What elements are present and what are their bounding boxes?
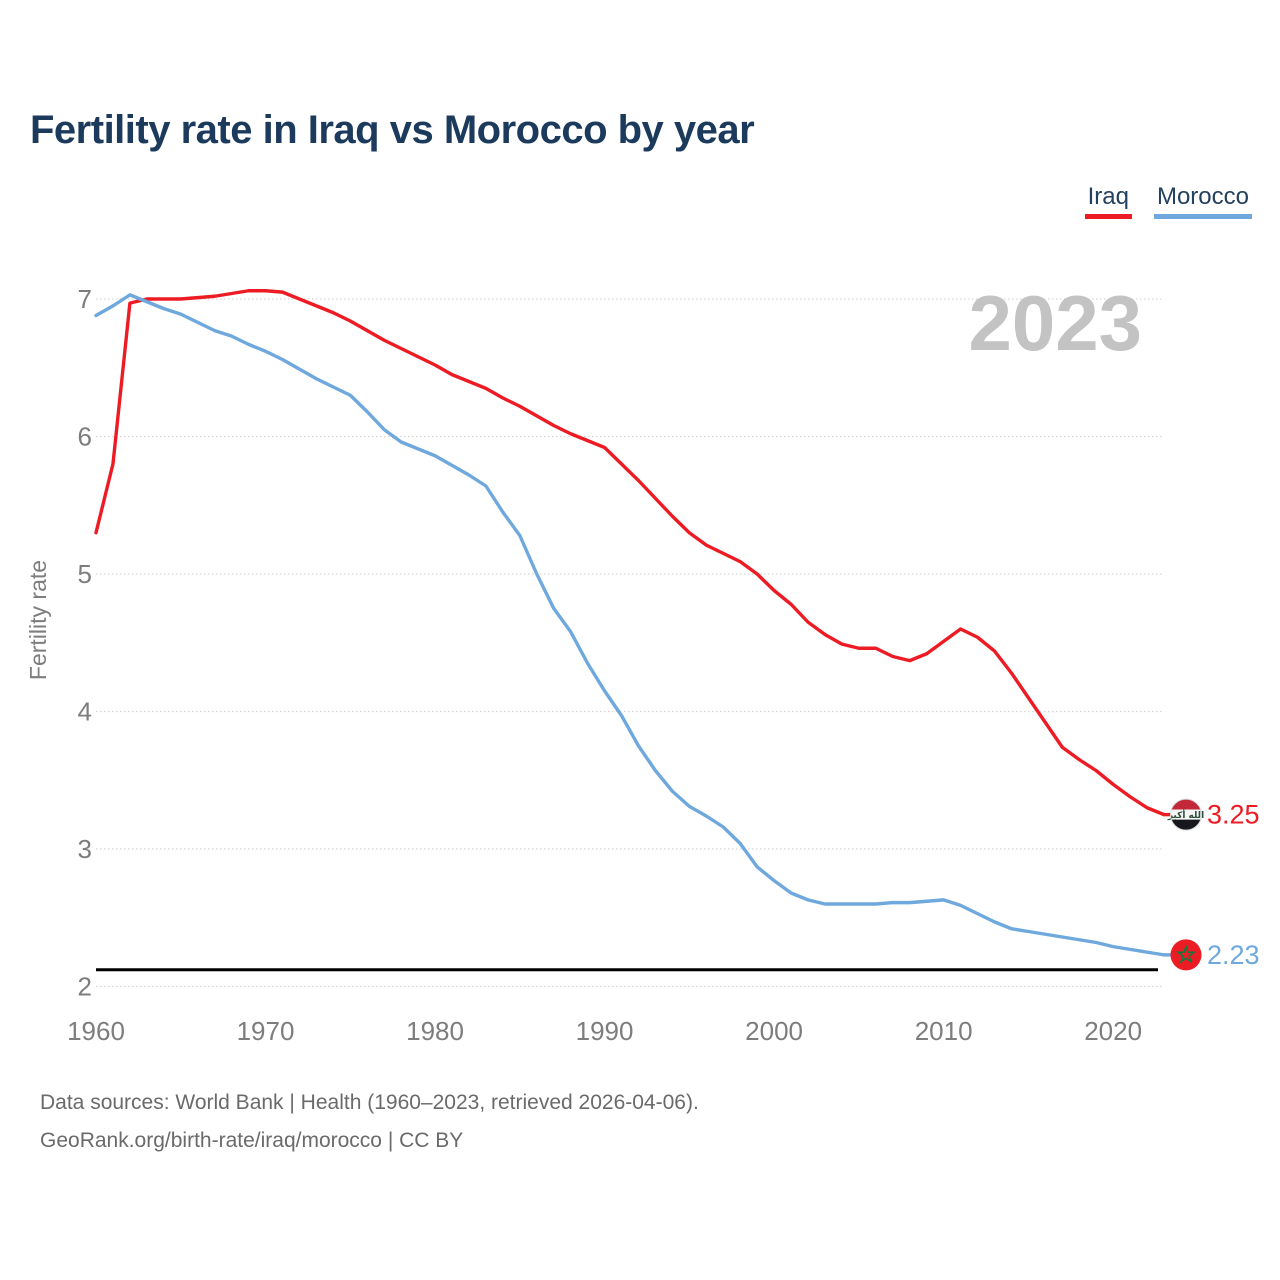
y-tick-label: 4	[78, 697, 92, 727]
chart-legend: Iraq Morocco	[1084, 183, 1252, 220]
legend-item-morocco[interactable]: Morocco	[1153, 183, 1252, 220]
x-tick-label: 2020	[1084, 1016, 1142, 1046]
attribution-text: GeoRank.org/birth-rate/iraq/morocco | CC…	[40, 1129, 464, 1152]
y-axis-title: Fertility rate	[25, 560, 51, 680]
x-tick-label: 2010	[915, 1016, 973, 1046]
y-tick-label: 3	[78, 834, 92, 864]
chart-footer: Data sources: World Bank | Health (1960–…	[40, 1084, 699, 1160]
morocco-line[interactable]	[94, 293, 1166, 957]
svg-text:الله أكبر: الله أكبر	[1167, 809, 1204, 821]
chart-title: Fertility rate in Iraq vs Morocco by yea…	[30, 108, 755, 152]
iraq-line[interactable]	[94, 289, 1166, 817]
morocco-flag-icon	[1170, 939, 1202, 971]
legend-item-iraq[interactable]: Iraq	[1084, 183, 1132, 220]
watermark-year: 2023	[968, 279, 1142, 367]
y-tick-label: 5	[78, 559, 92, 589]
x-tick-label: 1990	[576, 1016, 634, 1046]
x-tick-label: 1970	[237, 1016, 295, 1046]
y-tick-label: 2	[78, 972, 92, 1002]
morocco-end-value: 2.23	[1207, 940, 1260, 970]
data-sources-text: Data sources: World Bank | Health (1960–…	[40, 1091, 699, 1114]
legend-label-morocco: Morocco	[1156, 183, 1249, 210]
x-tick-label: 1980	[406, 1016, 464, 1046]
x-tick-label: 1960	[67, 1016, 125, 1046]
y-tick-label: 7	[78, 284, 92, 314]
x-tick-label: 2000	[745, 1016, 803, 1046]
y-tick-label: 6	[78, 422, 92, 452]
legend-label-iraq: Iraq	[1087, 183, 1129, 210]
iraq-end-value: 3.25	[1207, 800, 1260, 830]
iraq-flag-icon: الله أكبر	[1167, 798, 1204, 831]
